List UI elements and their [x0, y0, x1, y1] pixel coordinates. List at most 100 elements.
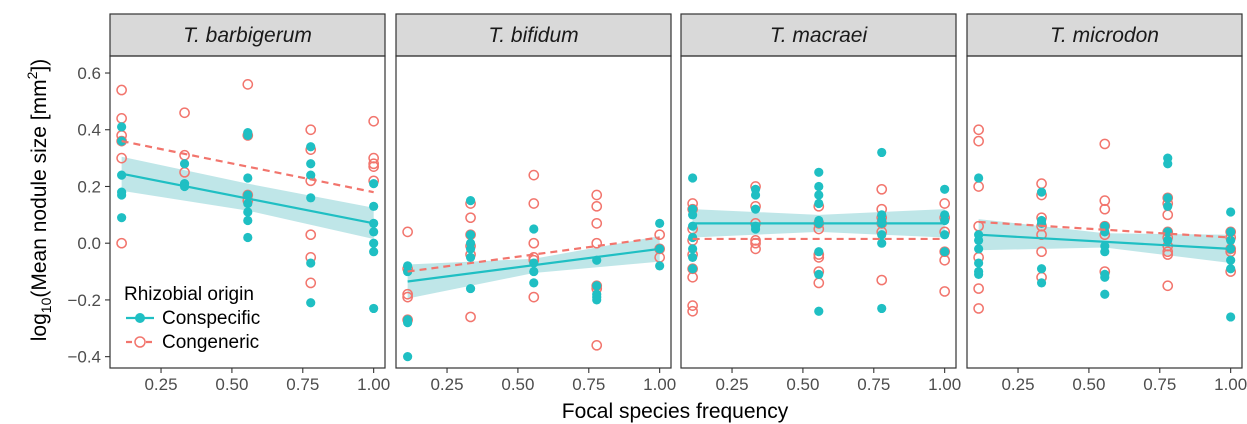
conspecific-point [465, 244, 476, 254]
conspecific-point [940, 230, 950, 240]
congeneric-point [973, 124, 984, 136]
congeneric-point [528, 291, 540, 303]
x-tick-label: 0.25 [430, 375, 463, 394]
congeneric-point [591, 200, 603, 212]
legend-label-conspecific: Conspecific [162, 308, 260, 329]
conspecific-point [465, 283, 476, 294]
congeneric-point [528, 169, 540, 181]
x-tick-label: 0.50 [786, 375, 819, 394]
congeneric-point [591, 189, 603, 201]
conspecific-point [465, 196, 476, 206]
conspecific-point [306, 298, 316, 308]
conspecific-point [1036, 264, 1047, 274]
x-tick-label: 0.50 [215, 375, 248, 394]
x-tick-label: 1.00 [1214, 375, 1247, 394]
congeneric-point [1036, 246, 1047, 258]
conspecific-fit-line [978, 233, 1231, 250]
conspecific-point [243, 173, 253, 183]
conspecific-point [1100, 247, 1110, 257]
congeneric-point [179, 107, 190, 119]
conspecific-point [117, 190, 127, 200]
panel-tmacraei: T. macraei 0.25 0.50 0.75 1.00 [680, 13, 961, 394]
conspecific-point [369, 303, 379, 314]
congeneric-point [305, 124, 317, 136]
legend-key-conspecific [126, 313, 154, 323]
congeneric-point [973, 135, 984, 147]
facet-panels: T. barbigerum 0.25 0.50 0.75 1.00 T. bifidum 0… [109, 13, 1247, 394]
congeneric-point [591, 237, 603, 249]
conspecific-point [688, 210, 698, 220]
conspecific-point [306, 193, 316, 203]
congeneric-point [973, 303, 984, 314]
conspecific-point [592, 295, 602, 305]
strip-label: T. microdon [1050, 24, 1159, 47]
conspecific-fit-line [121, 172, 374, 225]
x-tick-label: 0.25 [715, 375, 748, 394]
congeneric-fit-line [121, 140, 374, 194]
conspecific-point [814, 269, 824, 279]
congeneric-point [305, 277, 317, 289]
conspecific-point [1226, 207, 1236, 217]
conspecific-fit-line [407, 247, 660, 283]
congeneric-point [368, 161, 380, 172]
congeneric-point [402, 291, 413, 303]
congeneric-point [973, 181, 984, 192]
conspecific-point [974, 173, 984, 183]
conspecific-point [592, 281, 602, 291]
congeneric-point [179, 149, 190, 161]
congeneric-point [1162, 249, 1174, 260]
congeneric-point [939, 286, 951, 297]
conspecific-point [306, 258, 316, 268]
conspecific-point [306, 142, 316, 152]
panel-tbifidum: T. bifidum 0.25 0.50 0.75 1.00 [395, 13, 676, 394]
conspecific-point [814, 167, 824, 177]
conspecific-point [814, 181, 824, 192]
legend: Rhizobial origin Conspecific Congeneric [124, 284, 260, 353]
congeneric-point [1036, 178, 1047, 189]
congeneric-point [368, 115, 380, 127]
conspecific-point [1163, 235, 1173, 245]
conspecific-point [403, 352, 413, 362]
congeneric-point [1099, 138, 1111, 150]
conspecific-point [814, 198, 824, 209]
congeneric-point [402, 288, 413, 300]
conspecific-point [369, 238, 379, 248]
congeneric-point [1162, 280, 1174, 292]
conspecific-point [1226, 255, 1236, 265]
panel-border [680, 55, 957, 369]
conspecific-point [814, 247, 824, 257]
congeneric-point [1162, 209, 1174, 221]
congeneric-point [687, 300, 698, 311]
y-tick-label: 0.6 [77, 64, 101, 83]
conspecific-point [1163, 201, 1173, 211]
congeneric-point [116, 237, 127, 249]
conspecific-point [877, 230, 887, 240]
conspecific-point [1100, 272, 1110, 282]
conspecific-point [117, 122, 127, 132]
panel-tmicrodon: T. microdon 0.25 0.50 0.75 1.00 [966, 13, 1247, 394]
conspecific-point [1226, 227, 1236, 237]
x-tick-label: 0.75 [857, 375, 890, 394]
congeneric-point [591, 339, 603, 351]
conspecific-point [369, 227, 379, 237]
y-tick-label: 0.2 [77, 177, 101, 196]
conspecific-point [1100, 289, 1110, 299]
conspecific-point [465, 230, 476, 240]
congeneric-point [591, 217, 603, 229]
y-tick-label: −0.4 [67, 348, 101, 367]
conspecific-point [243, 198, 253, 209]
conspecific-point [877, 238, 887, 248]
conspecific-point [369, 201, 379, 211]
congeneric-point [876, 183, 888, 195]
conspecific-point [306, 170, 316, 180]
y-tick-label: 0.0 [77, 234, 101, 253]
y-tick-label: −0.2 [67, 291, 101, 310]
strip-background [680, 13, 957, 57]
congeneric-point [939, 198, 951, 209]
legend-key-congeneric [126, 336, 154, 348]
conspecific-point [655, 244, 665, 254]
strip-label: T. barbigerum [183, 24, 312, 47]
conspecific-point [529, 278, 539, 288]
x-tick-label: 0.75 [572, 375, 605, 394]
congeneric-point [116, 152, 127, 164]
